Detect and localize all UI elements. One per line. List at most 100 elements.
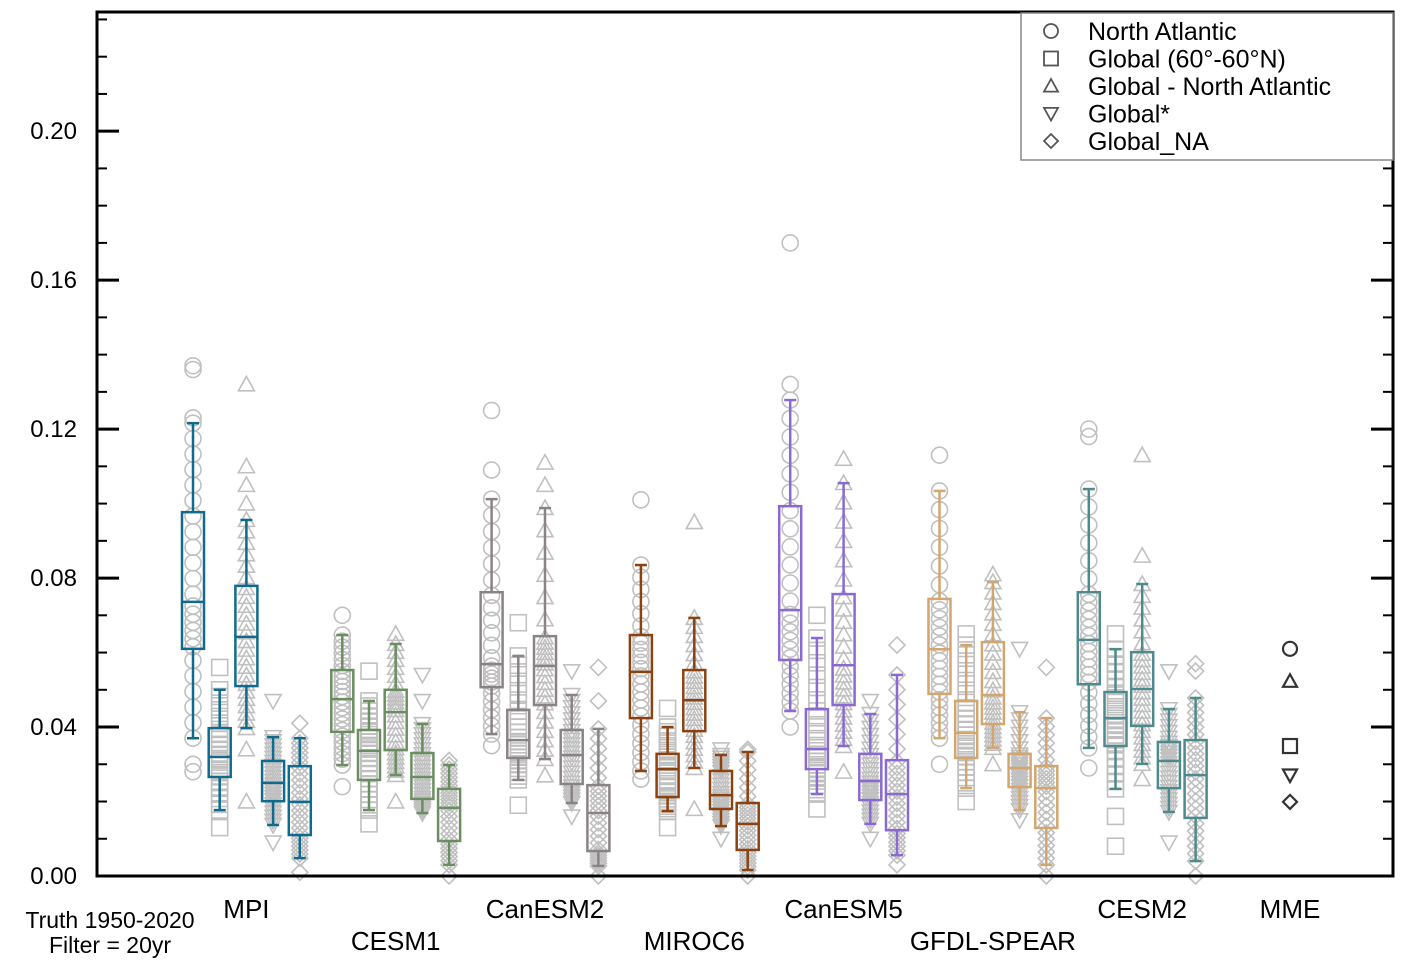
model-group-canesm2 <box>479 497 611 868</box>
circle-marker <box>632 640 650 659</box>
square-marker <box>957 792 976 811</box>
model-label: CanESM2 <box>486 894 605 924</box>
model-label: GFDL-SPEAR <box>910 926 1076 956</box>
square-marker <box>658 777 677 795</box>
diamond-marker <box>1186 750 1205 769</box>
triangle-up-marker <box>535 638 555 656</box>
triangle-down-marker <box>413 771 432 789</box>
diamond-marker <box>887 635 907 655</box>
square-marker <box>509 723 528 741</box>
square-marker <box>658 699 677 718</box>
boxes-layer <box>180 398 1299 872</box>
triangle-up-marker <box>237 631 256 649</box>
triangle-up-marker <box>237 665 256 683</box>
circle-marker <box>482 611 501 630</box>
diamond-marker <box>1186 725 1205 744</box>
box-iqr <box>330 668 355 734</box>
annotation-truth: Truth 1950-2020 <box>25 907 194 933</box>
diamond-marker <box>1037 769 1056 788</box>
box-iqr <box>1076 590 1102 686</box>
triangle-down-marker <box>711 750 731 768</box>
diamond-marker <box>290 777 309 796</box>
box-iqr <box>506 708 531 760</box>
triangle-up-marker <box>684 512 704 530</box>
circle-marker <box>781 519 800 538</box>
triangle-up-marker <box>684 709 704 727</box>
y-tick-label: 0.04 <box>30 714 77 741</box>
triangle-up-marker <box>237 622 256 640</box>
circle-marker <box>1043 23 1059 39</box>
diamond-marker <box>439 797 459 816</box>
circle-marker <box>930 755 949 774</box>
diamond-marker <box>738 866 757 886</box>
circle-marker <box>333 677 352 696</box>
triangle-down-marker <box>860 831 880 849</box>
triangle-up-marker <box>983 634 1003 652</box>
diamond-marker <box>887 776 907 795</box>
triangle-up-marker <box>834 659 853 676</box>
annotation-filter: Filter = 20yr <box>49 932 171 958</box>
diamond-marker <box>290 783 309 802</box>
box-iqr <box>628 633 654 720</box>
circle-marker <box>184 356 202 375</box>
triangle-up-marker <box>237 493 256 511</box>
diamond-marker <box>738 860 757 880</box>
circle-marker <box>1080 593 1098 612</box>
triangle-up-marker <box>684 799 704 817</box>
box-iqr <box>479 590 504 689</box>
circle-marker <box>781 556 800 574</box>
diamond-marker <box>1186 792 1205 811</box>
diamond-marker <box>1037 803 1056 822</box>
triangle-up-marker <box>237 596 256 614</box>
diamond-marker <box>1037 750 1056 770</box>
circle-marker <box>184 554 202 572</box>
square-marker <box>360 754 378 773</box>
square-marker <box>509 712 528 731</box>
triangle-up-marker <box>983 734 1003 751</box>
circle-marker <box>930 446 949 464</box>
diamond-marker <box>738 809 757 828</box>
triangle-up-marker <box>535 765 555 783</box>
triangle-down-marker <box>711 742 731 760</box>
square-marker <box>1281 737 1299 755</box>
triangle-up-marker <box>535 452 555 470</box>
circle-marker <box>781 375 800 394</box>
square-marker <box>210 658 229 677</box>
model-group-miroc6 <box>628 563 760 872</box>
triangle-up-marker <box>834 637 853 654</box>
circle-marker <box>632 653 650 672</box>
diamond-marker <box>290 812 309 832</box>
triangle-down-marker <box>562 760 582 778</box>
triangle-up-marker <box>684 666 704 684</box>
circle-marker <box>333 777 352 796</box>
circle-marker <box>184 762 202 781</box>
circle-marker <box>781 234 800 252</box>
square-marker <box>509 796 528 815</box>
y-tick-label: 0.20 <box>30 118 77 145</box>
circle-marker <box>632 647 650 665</box>
model-label: MME <box>1260 894 1321 924</box>
diamond-marker <box>290 714 309 733</box>
circle-marker <box>1080 420 1098 438</box>
diamond-marker <box>1186 744 1205 763</box>
box-iqr <box>735 801 760 852</box>
box-iqr <box>436 787 462 843</box>
triangle-down-marker <box>413 721 432 739</box>
triangle-up-marker <box>237 578 256 596</box>
diamond-marker <box>439 787 459 806</box>
circle-marker <box>184 597 202 615</box>
diamond-marker <box>290 844 309 864</box>
diamond-marker <box>1186 654 1205 673</box>
triangle-up-marker <box>684 677 704 695</box>
diamond-marker <box>439 793 459 813</box>
circle-marker <box>632 667 650 685</box>
triangle-up-marker <box>237 791 256 809</box>
triangle-down-marker <box>1159 835 1179 853</box>
triangle-down-marker <box>562 755 582 773</box>
circle-marker <box>632 659 650 678</box>
triangle-up-marker <box>684 698 704 716</box>
box-iqr <box>1007 752 1032 789</box>
legend-label: Global_NA <box>1088 128 1209 156</box>
model-group-canesm5 <box>777 398 910 857</box>
triangle-up-marker <box>237 587 256 605</box>
